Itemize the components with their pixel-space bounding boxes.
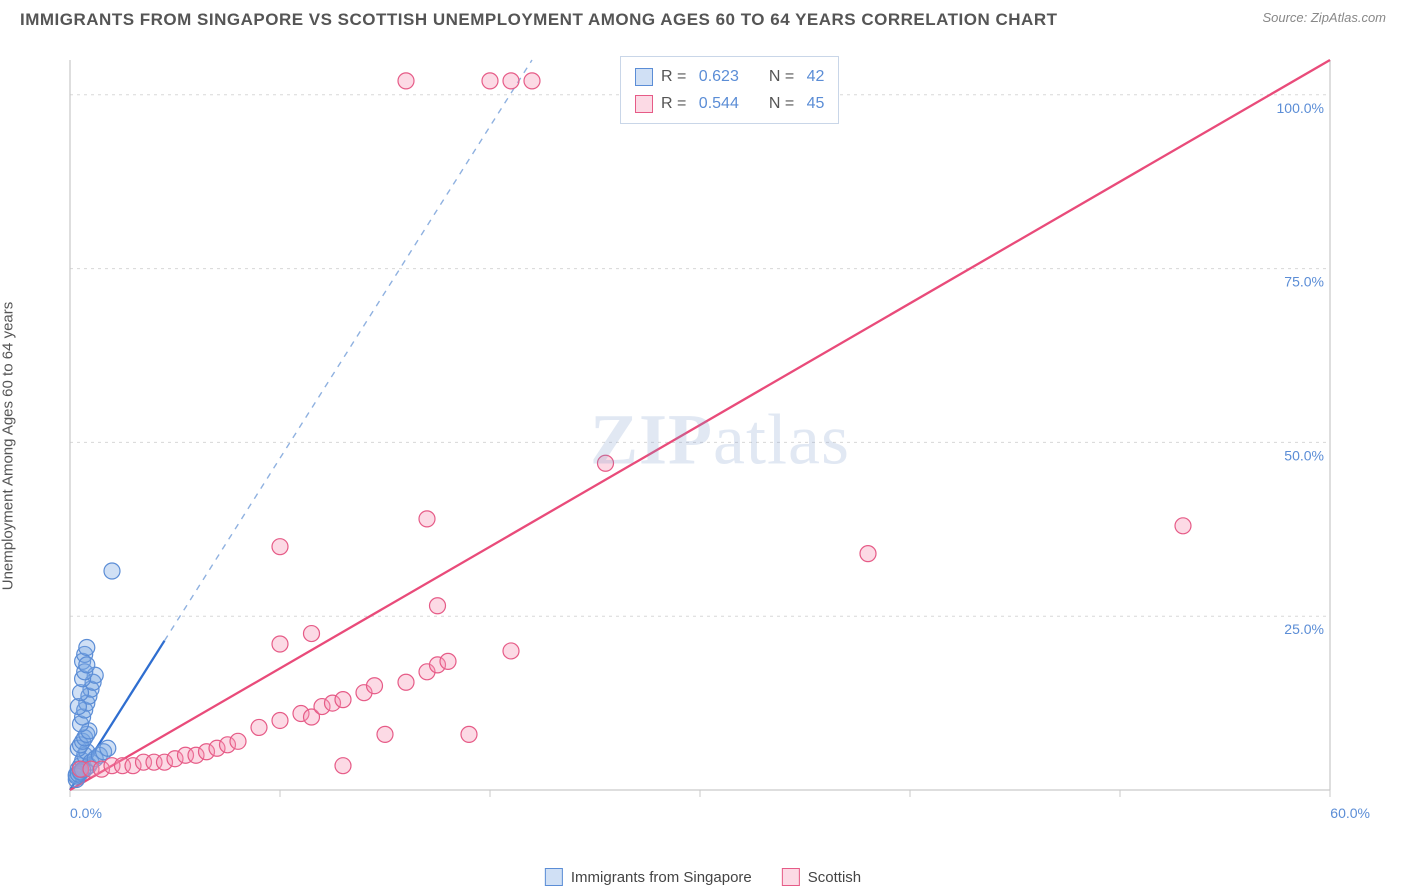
stats-n-value: 42: [807, 63, 825, 90]
data-point: [272, 712, 288, 728]
data-point: [430, 598, 446, 614]
chart-area: 25.0%50.0%75.0%100.0%0.0%60.0% ZIPatlas …: [60, 50, 1380, 830]
y-tick-label: 100.0%: [1277, 100, 1324, 116]
legend-swatch: [635, 95, 653, 113]
legend-item: Scottish: [782, 868, 861, 886]
y-axis-label: Unemployment Among Ages 60 to 64 years: [0, 302, 17, 591]
data-point: [377, 726, 393, 742]
stats-r-label: R =: [661, 90, 691, 117]
legend-swatch: [635, 68, 653, 86]
stats-r-value: 0.623: [699, 63, 739, 90]
x-tick-label: 0.0%: [70, 805, 102, 821]
data-point: [335, 692, 351, 708]
legend-item: Immigrants from Singapore: [545, 868, 752, 886]
stats-n-value: 45: [807, 90, 825, 117]
data-point: [79, 657, 95, 673]
data-point: [598, 455, 614, 471]
data-point: [251, 719, 267, 735]
data-point: [304, 626, 320, 642]
fit-line: [70, 60, 1330, 790]
scatter-plot: 25.0% 50.0% 75.0% 100.0% 0.0% 60.0%: [60, 50, 1380, 830]
data-point: [230, 733, 246, 749]
data-point: [398, 674, 414, 690]
data-point: [335, 758, 351, 774]
data-point: [503, 73, 519, 89]
data-point: [100, 740, 116, 756]
data-point: [419, 511, 435, 527]
stats-legend-box: R = 0.623 N = 42 R = 0.544 N = 45: [620, 56, 839, 124]
data-point: [367, 678, 383, 694]
legend-label: Immigrants from Singapore: [571, 869, 752, 886]
legend-swatch: [782, 868, 800, 886]
data-point: [272, 539, 288, 555]
chart-title: IMMIGRANTS FROM SINGAPORE VS SCOTTISH UN…: [20, 10, 1057, 30]
y-tick-label: 50.0%: [1284, 447, 1324, 463]
stats-n-label: N =: [769, 90, 799, 117]
stats-r-value: 0.544: [699, 90, 739, 117]
data-point: [860, 546, 876, 562]
data-point: [272, 636, 288, 652]
stats-r-label: R =: [661, 63, 691, 90]
legend-swatch: [545, 868, 563, 886]
data-point: [104, 563, 120, 579]
bottom-legend: Immigrants from Singapore Scottish: [545, 868, 861, 886]
data-point: [79, 639, 95, 655]
y-tick-label: 75.0%: [1284, 274, 1324, 290]
data-point: [440, 653, 456, 669]
data-point: [1175, 518, 1191, 534]
data-point: [524, 73, 540, 89]
y-tick-label: 25.0%: [1284, 621, 1324, 637]
data-point: [398, 73, 414, 89]
data-point: [482, 73, 498, 89]
stats-n-label: N =: [769, 63, 799, 90]
data-point: [503, 643, 519, 659]
legend-label: Scottish: [808, 869, 861, 886]
x-tick-label: 60.0%: [1330, 805, 1370, 821]
source-text: Source: ZipAtlas.com: [1262, 10, 1386, 25]
data-point: [461, 726, 477, 742]
stats-row: R = 0.623 N = 42: [635, 63, 824, 90]
stats-row: R = 0.544 N = 45: [635, 90, 824, 117]
